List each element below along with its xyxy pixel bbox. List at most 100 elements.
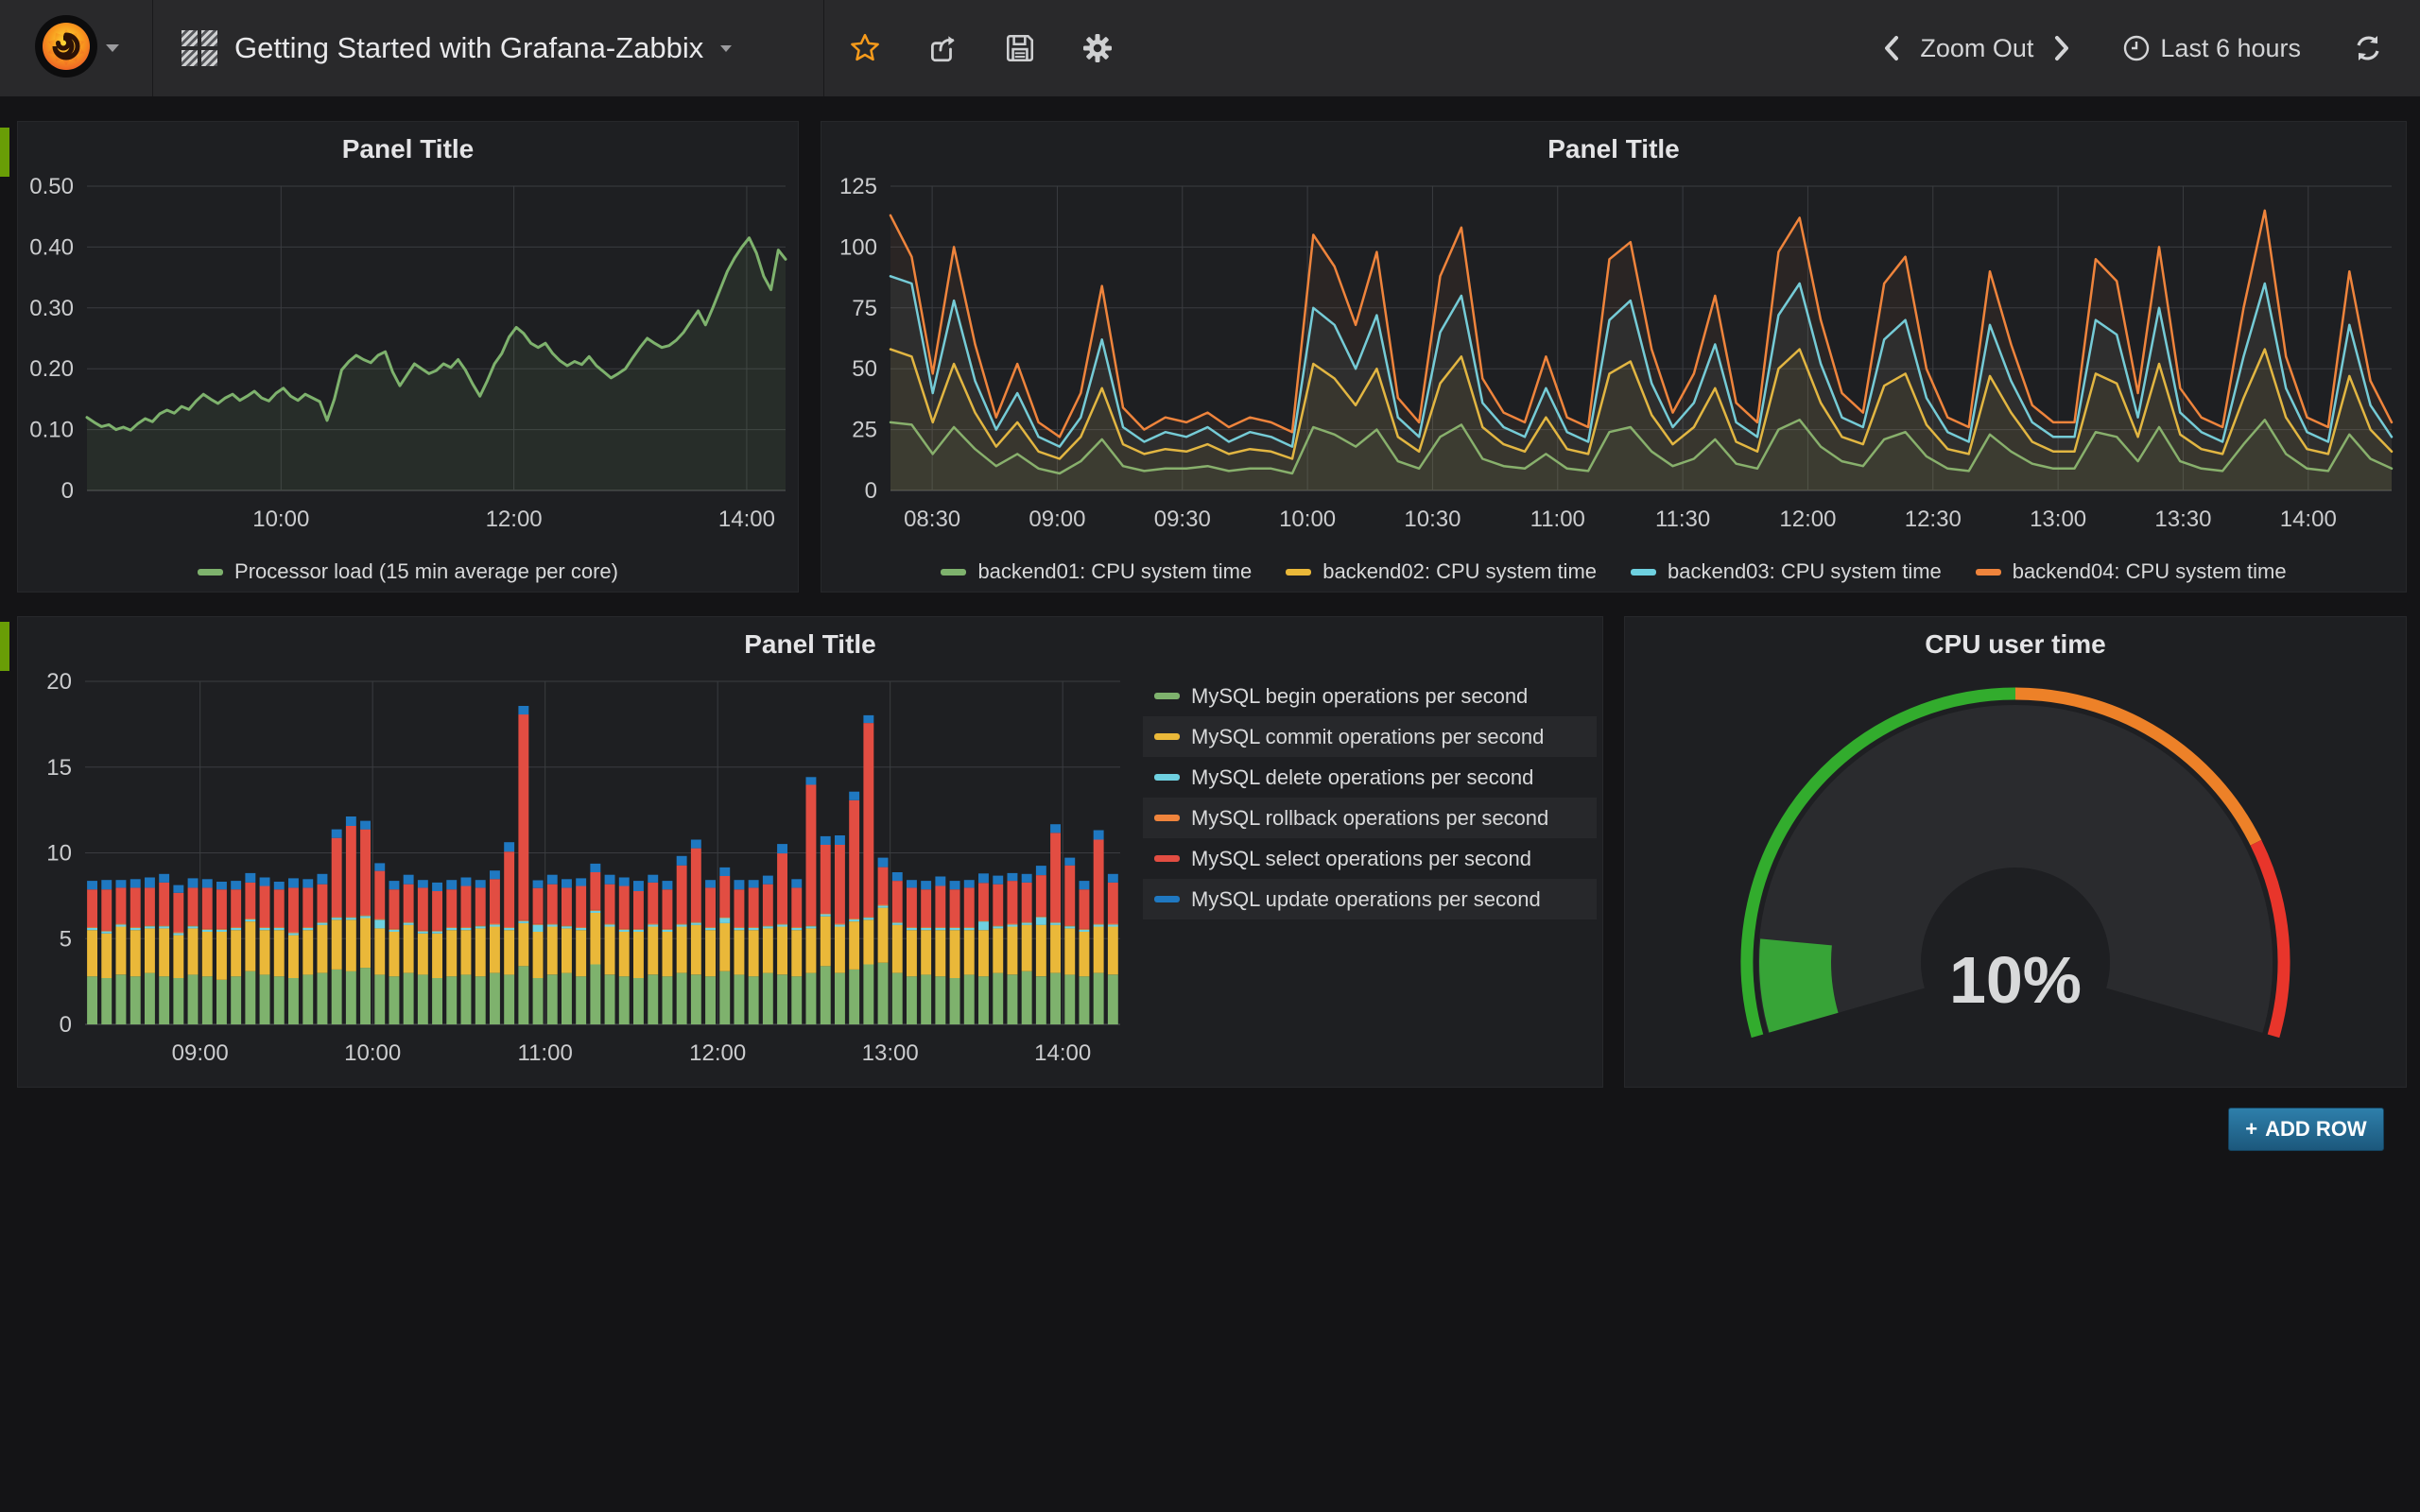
legend-color-chip-icon [1154,896,1180,902]
svg-text:0.10: 0.10 [29,418,74,443]
svg-text:10:30: 10:30 [1404,507,1461,532]
chevron-right-icon [2057,38,2066,59]
legend-label: MySQL begin operations per second [1191,684,1528,709]
svg-text:12:00: 12:00 [486,507,543,532]
row-collapse-handle-1[interactable] [0,128,9,177]
star-button[interactable] [849,32,881,64]
save-icon [1004,31,1036,65]
panel-title[interactable]: Panel Title [18,122,798,177]
logo-dropdown-caret-icon [106,44,119,52]
svg-text:13:00: 13:00 [2030,507,2086,532]
panel-cpu-user-time: CPU user time 10% [1624,616,2407,1088]
svg-text:08:30: 08:30 [904,507,960,532]
svg-text:11:00: 11:00 [518,1040,573,1066]
time-shift-forward-button[interactable] [2052,34,2071,62]
legend-item[interactable]: MySQL update operations per second [1143,879,1597,919]
legend-item[interactable]: Processor load (15 min average per core) [198,559,618,584]
panel-processor-load: Panel Title 00.100.200.300.400.5010:0012… [17,121,799,593]
svg-text:25: 25 [852,418,877,443]
plus-icon: + [2245,1117,2257,1142]
legend-item[interactable]: MySQL delete operations per second [1143,757,1597,798]
svg-text:11:30: 11:30 [1655,507,1710,532]
cpu-user-time-gauge[interactable]: 10% [1625,670,2406,1084]
svg-text:10:00: 10:00 [344,1040,401,1066]
grafana-logo-icon [34,14,98,83]
svg-text:09:30: 09:30 [1154,507,1211,532]
svg-text:10%: 10% [1949,943,2082,1017]
svg-text:14:00: 14:00 [2280,507,2337,532]
svg-text:5: 5 [60,926,72,952]
svg-text:100: 100 [839,234,877,260]
time-range-picker[interactable]: Last 6 hours [2122,34,2301,63]
svg-text:09:00: 09:00 [172,1040,229,1066]
svg-text:125: 125 [839,177,877,199]
legend-item[interactable]: backend03: CPU system time [1631,559,1942,584]
legend-label: MySQL delete operations per second [1191,765,1533,790]
svg-text:12:30: 12:30 [1905,507,1962,532]
dashboard-title-dropdown[interactable]: Getting Started with Grafana-Zabbix [153,0,824,96]
legend-label: backend02: CPU system time [1322,559,1597,584]
save-button[interactable] [1004,32,1036,64]
legend-item[interactable]: backend02: CPU system time [1286,559,1597,584]
cpu-system-time-chart[interactable]: 025507510012508:3009:0009:3010:0010:3011… [828,177,2399,550]
svg-text:0: 0 [865,478,877,504]
panel-mysql-operations: Panel Title 0510152009:0010:0011:0012:00… [17,616,1603,1088]
refresh-button[interactable] [2352,32,2384,64]
legend-label: backend03: CPU system time [1668,559,1942,584]
svg-text:0.20: 0.20 [29,356,74,382]
panel-title[interactable]: Panel Title [18,617,1602,672]
legend-label: MySQL update operations per second [1191,887,1541,912]
time-shift-back-button[interactable] [1882,34,1901,62]
refresh-icon [2352,32,2384,64]
legend-color-chip-icon [1154,855,1180,862]
grafana-logo-menu[interactable] [0,0,153,96]
svg-text:10:00: 10:00 [1279,507,1336,532]
legend-label: backend04: CPU system time [2013,559,2287,584]
legend-label: backend01: CPU system time [977,559,1252,584]
svg-text:75: 75 [852,296,877,321]
svg-text:11:00: 11:00 [1530,507,1585,532]
legend-color-chip-icon [1154,733,1180,740]
panel-title[interactable]: CPU user time [1625,617,2406,672]
legend-color-chip-icon [198,569,223,576]
zoom-out-button[interactable]: Zoom Out [1920,34,2033,63]
legend-color-chip-icon [1154,774,1180,781]
svg-text:13:00: 13:00 [862,1040,919,1066]
svg-text:13:30: 13:30 [2154,507,2211,532]
legend-item[interactable]: MySQL select operations per second [1143,838,1597,879]
share-button[interactable] [926,32,959,64]
legend-label: MySQL select operations per second [1191,847,1531,871]
svg-text:14:00: 14:00 [718,507,775,532]
legend-item[interactable]: MySQL rollback operations per second [1143,798,1597,838]
panel-legend: Processor load (15 min average per core) [18,559,798,584]
add-row-label: ADD ROW [2265,1117,2367,1142]
legend-color-chip-icon [1154,815,1180,821]
processor-load-chart[interactable]: 00.100.200.300.400.5010:0012:0014:00 [25,177,793,550]
svg-text:14:00: 14:00 [1034,1040,1091,1066]
panel-legend: MySQL begin operations per second MySQL c… [1143,676,1597,919]
panel-legend: backend01: CPU system time backend02: CPU… [821,559,2406,584]
share-icon [926,31,959,65]
row-collapse-handle-2[interactable] [0,622,9,671]
mysql-operations-chart[interactable]: 0510152009:0010:0011:0012:0013:0014:00 [25,672,1145,1083]
add-row-button[interactable]: + ADD ROW [2228,1108,2384,1151]
legend-item[interactable]: MySQL begin operations per second [1143,676,1597,716]
chevron-left-icon [1887,38,1896,59]
svg-text:09:00: 09:00 [1028,507,1085,532]
legend-item[interactable]: backend01: CPU system time [941,559,1252,584]
svg-text:10:00: 10:00 [252,507,309,532]
panel-cpu-system-time: Panel Title 025507510012508:3009:0009:30… [821,121,2407,593]
legend-label: Processor load (15 min average per core) [234,559,618,584]
legend-item[interactable]: backend04: CPU system time [1976,559,2287,584]
legend-item[interactable]: MySQL commit operations per second [1143,716,1597,757]
svg-text:12:00: 12:00 [1779,507,1836,532]
legend-color-chip-icon [941,569,966,576]
legend-color-chip-icon [1631,569,1656,576]
dashboard-title: Getting Started with Grafana-Zabbix [234,31,703,65]
panel-title[interactable]: Panel Title [821,122,2406,177]
legend-label: MySQL rollback operations per second [1191,806,1548,831]
svg-text:12:00: 12:00 [689,1040,746,1066]
time-range-label: Last 6 hours [2160,34,2301,63]
legend-label: MySQL commit operations per second [1191,725,1544,749]
settings-button[interactable] [1081,32,1114,64]
